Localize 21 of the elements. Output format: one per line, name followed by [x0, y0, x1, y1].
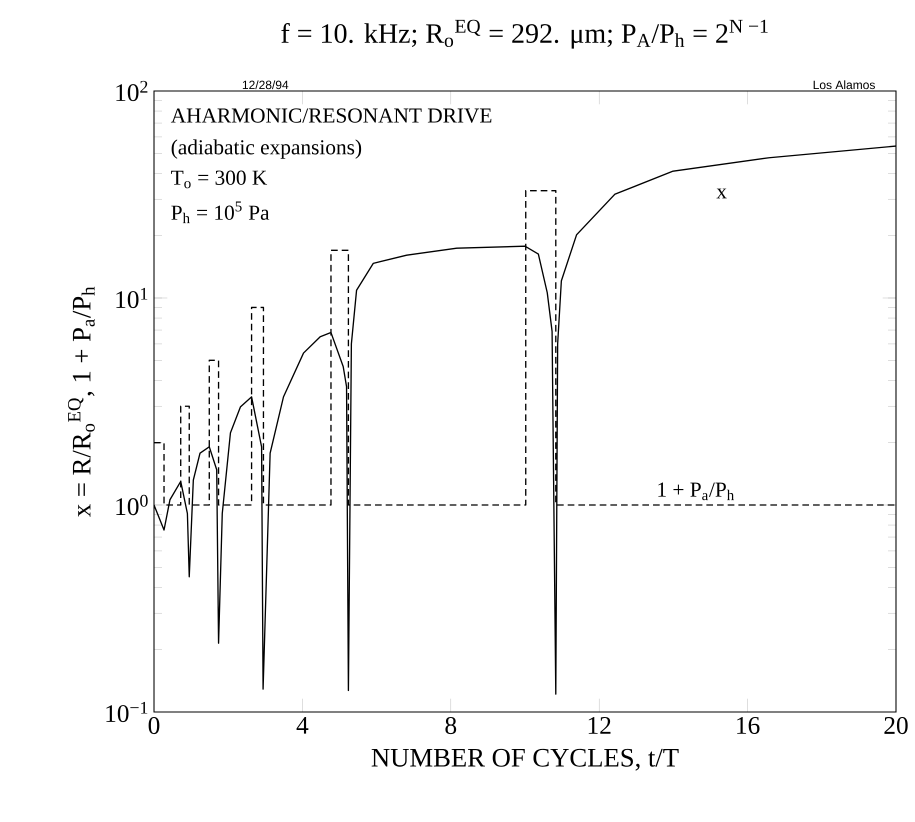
- y-tick-label: 10$^{−1}$: [106, 702, 148, 722]
- text: 12/28/94: [242, 80, 288, 90]
- y-tick-label: 10$^{1}$: [116, 288, 148, 308]
- x-tick-label: 16: [737, 716, 760, 734]
- x-tick-label: 0: [148, 716, 160, 734]
- annotation: 1 + P$_{a}$/P$_{h}$: [658, 482, 734, 500]
- x-tick-label: 8: [445, 716, 456, 734]
- annotation: P$_{h}$ = 10$^{5}$ Pa: [171, 202, 270, 224]
- x-tick-label: 4: [296, 716, 308, 734]
- annotation: AHARMONIC/RESONANT DRIVE: [170, 108, 492, 123]
- y-tick-label: 10$^{0}$: [116, 494, 148, 516]
- annotation: (adiabatic expansions): [172, 139, 362, 159]
- annotation: x: [716, 188, 727, 198]
- y-axis-title: x = R/R$_{o}$$^{EQ}$, 1 + P$_{a}$/P$_{h}$: [68, 286, 95, 517]
- annotation: T$_{o}$ = 300 K: [171, 170, 268, 188]
- chart-title: f = 10. kHz; R$_{o}$$^{EQ}$ = 292. μm; P$_{A}$/P$_{h}$ = 2$^{N −1}$: [281, 20, 768, 49]
- y-tick-label: 10$^{2}$: [116, 80, 148, 102]
- x-tick-label: 20: [884, 716, 908, 734]
- x-tick-label: 12: [588, 716, 610, 734]
- text: Los Alamos: [814, 80, 875, 90]
- x-axis-title: NUMBER OF CYCLES, t/T: [372, 748, 679, 771]
